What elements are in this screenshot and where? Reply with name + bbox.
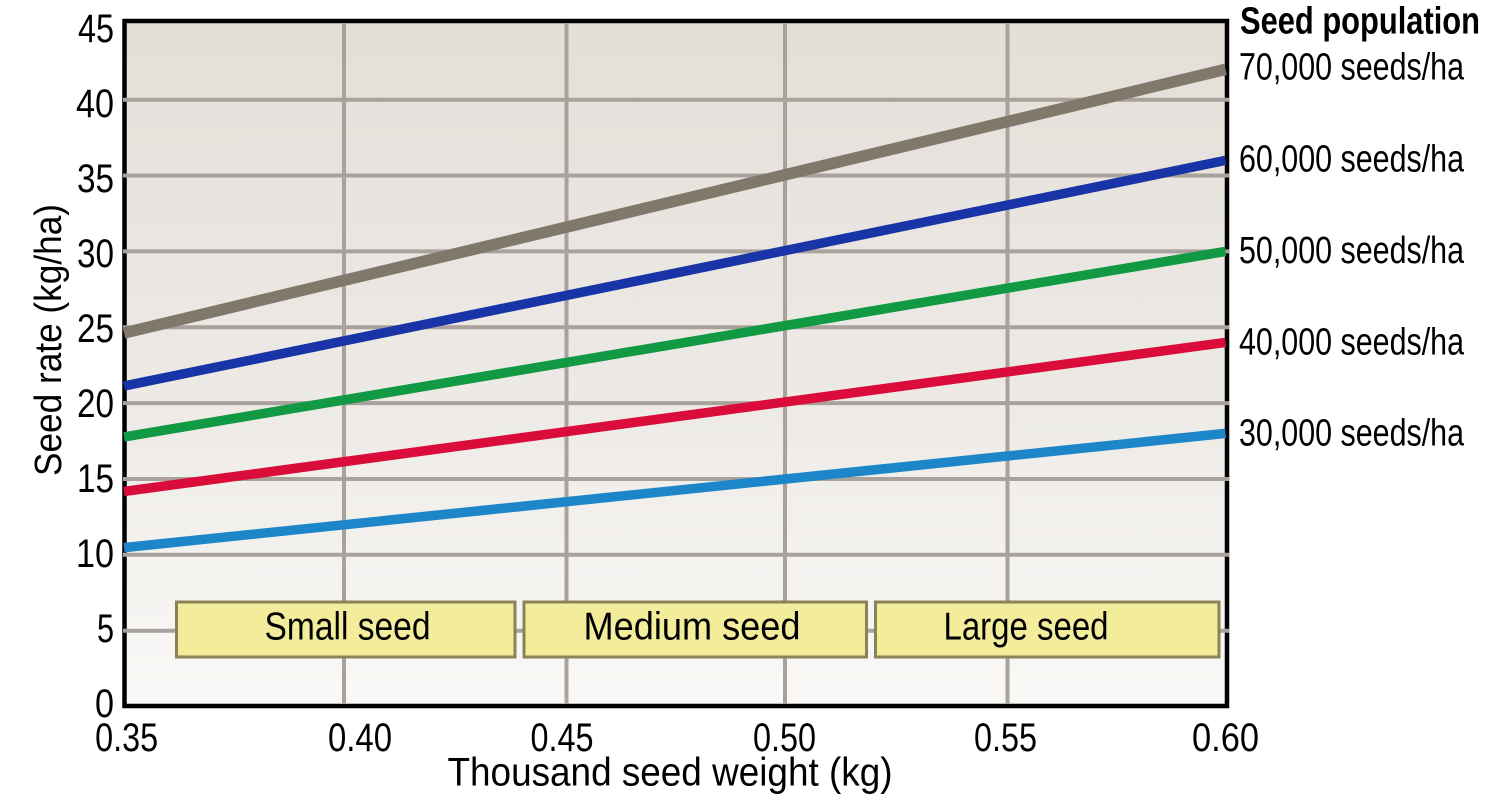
svg-text:0.45: 0.45 [531,716,594,760]
svg-text:5: 5 [97,607,114,651]
svg-text:Thousand seed weight (kg): Thousand seed weight (kg) [448,751,893,795]
svg-text:25: 25 [77,307,114,351]
svg-text:30: 30 [77,232,114,276]
svg-text:15: 15 [77,457,114,501]
svg-text:Seed rate (kg/ha): Seed rate (kg/ha) [28,204,70,476]
svg-text:70,000 seeds/ha: 70,000 seeds/ha [1239,47,1465,89]
svg-text:0: 0 [95,682,114,726]
svg-text:40: 40 [76,82,114,126]
svg-text:0.35: 0.35 [95,716,158,760]
svg-text:Seed population: Seed population [1240,1,1480,43]
svg-text:30,000 seeds/ha: 30,000 seeds/ha [1239,413,1465,455]
svg-text:40,000 seeds/ha: 40,000 seeds/ha [1239,322,1465,364]
svg-text:Large seed: Large seed [944,606,1109,649]
svg-text:Medium seed: Medium seed [584,606,801,649]
svg-text:0.55: 0.55 [974,716,1037,760]
svg-text:20: 20 [77,382,114,426]
svg-text:10: 10 [76,532,114,576]
svg-text:Small seed: Small seed [265,606,431,649]
svg-text:60,000 seeds/ha: 60,000 seeds/ha [1239,139,1465,181]
svg-text:45: 45 [78,7,114,51]
svg-text:0.40: 0.40 [328,716,392,760]
svg-text:0.50: 0.50 [753,716,816,760]
svg-text:50,000 seeds/ha: 50,000 seeds/ha [1239,230,1465,272]
svg-text:35: 35 [77,157,114,201]
svg-text:0.60: 0.60 [1192,716,1259,760]
